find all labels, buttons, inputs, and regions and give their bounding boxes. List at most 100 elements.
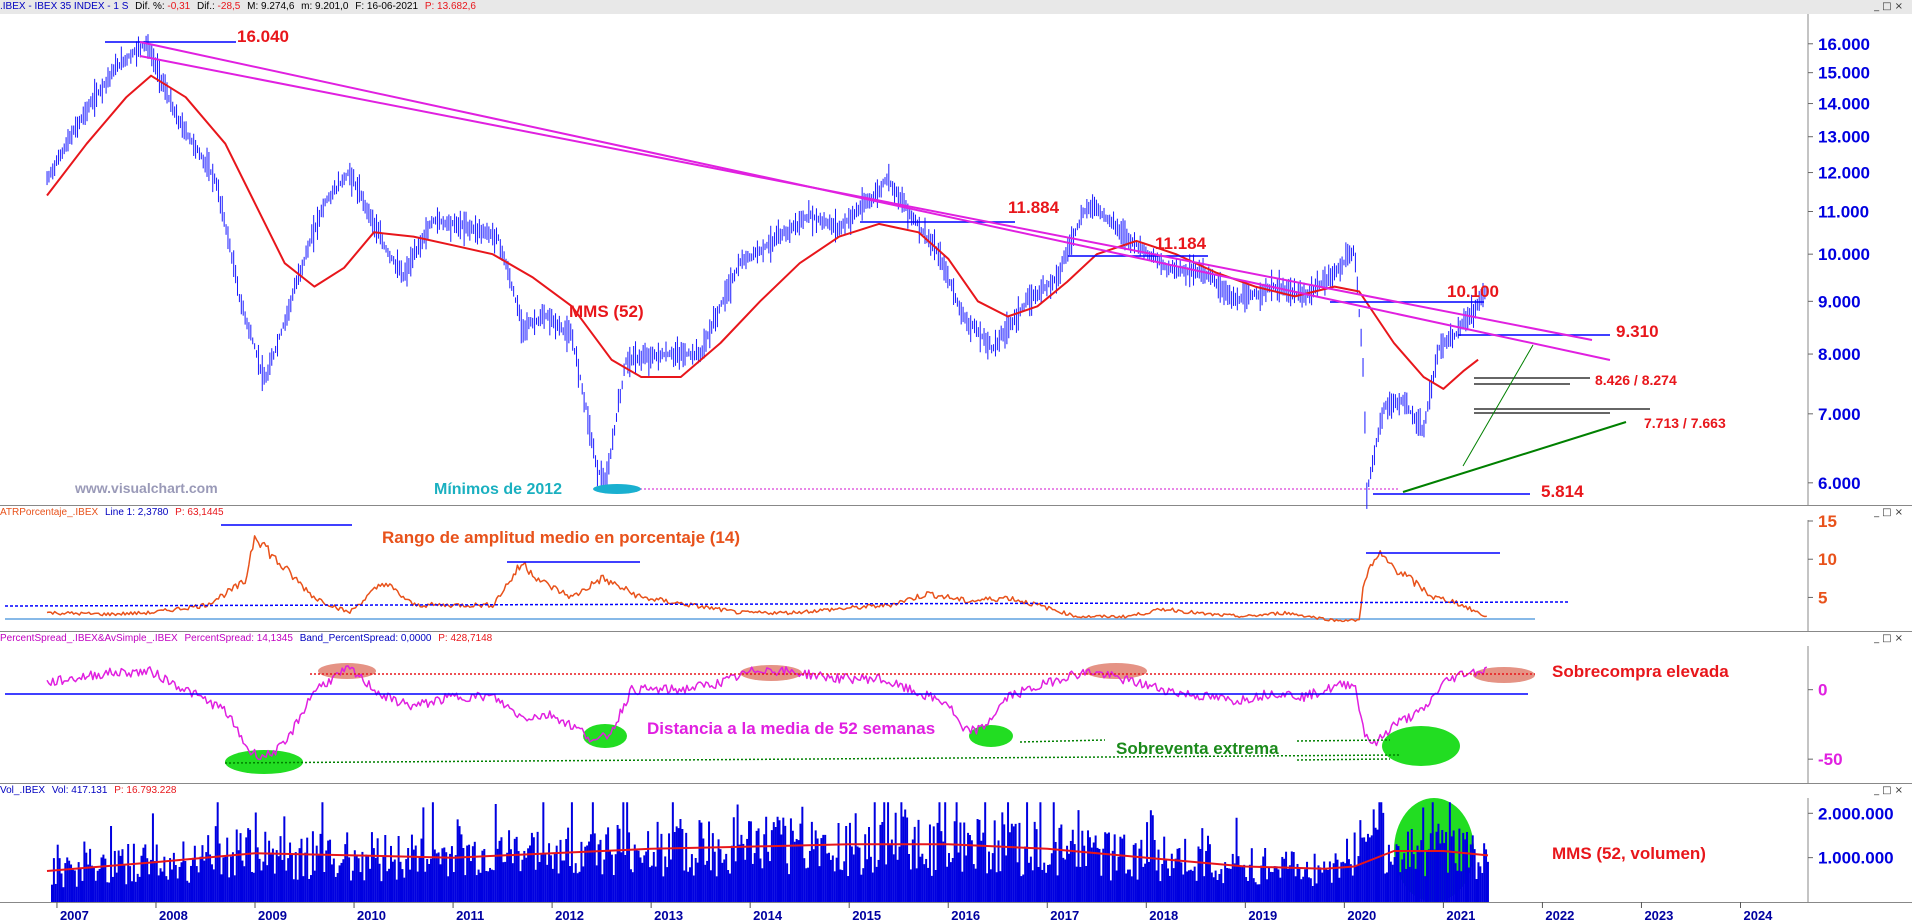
y-tick-label: 15: [1818, 512, 1837, 531]
label-min-2012: Mínimos de 2012: [434, 481, 562, 498]
overbought-zone: [740, 665, 802, 681]
label-oversold: Sobreventa extrema: [1116, 739, 1279, 758]
oversold-zone: [969, 725, 1013, 747]
y-tick-label: -50: [1818, 750, 1843, 769]
price-value: P: 13.682,6: [424, 1, 476, 12]
label-spread-title: Distancia a la media de 52 semanas: [647, 719, 935, 738]
date-value: F: 16-06-2021: [355, 1, 419, 12]
resistance-line-1: [139, 41, 1611, 361]
x-tick-label: 2017: [1050, 908, 1079, 922]
label-overbought: Sobrecompra elevada: [1552, 662, 1729, 681]
price-symbol: .IBEX - IBEX 35 INDEX - 1 S: [0, 1, 129, 12]
atr-window-controls: _□×: [1874, 506, 1906, 520]
x-tick-label: 2015: [852, 908, 881, 922]
y-tick-label: 11.000: [1818, 202, 1869, 221]
spread-price-value: P: 428,7148: [438, 633, 493, 644]
x-tick-label: 2019: [1248, 908, 1277, 922]
support-line-long: [1402, 421, 1627, 493]
spread-band-value: Band_PercentSpread: 0,0000: [299, 633, 432, 644]
oversold-pointer-3: [1296, 758, 1391, 761]
dif-pct-value: -0,31: [167, 1, 191, 12]
oversold-pointer-1: [1019, 739, 1106, 743]
y-tick-label: 9.000: [1818, 292, 1861, 311]
watermark: www.visualchart.com: [74, 480, 218, 496]
y-tick-label: 15.000: [1818, 64, 1870, 83]
close-icon[interactable]: ×: [1894, 507, 1906, 518]
oversold-zone: [225, 750, 303, 774]
x-tick-label: 2010: [357, 908, 386, 922]
maximize-icon[interactable]: □: [1882, 633, 1895, 644]
minimize-icon[interactable]: _: [1874, 785, 1883, 796]
maximize-icon[interactable]: □: [1882, 507, 1895, 518]
label-9310: 9.310: [1616, 322, 1659, 341]
volume-value: Vol: 417.131: [51, 785, 108, 796]
minimize-icon[interactable]: _: [1874, 633, 1883, 644]
atr-line: [46, 535, 1487, 623]
spread-zones: [225, 663, 1535, 774]
minimize-icon[interactable]: _: [1874, 507, 1883, 518]
label-10100: 10.100: [1447, 282, 1499, 301]
y-tick-label: 7.000: [1818, 405, 1861, 424]
label-7713-7663: 7.713 / 7.663: [1644, 415, 1726, 431]
x-tick-label: 2013: [654, 908, 683, 922]
spread-line: [46, 665, 1488, 761]
oversold-pointer-2: [1296, 739, 1391, 742]
x-tick-label: 2023: [1644, 908, 1673, 922]
volume-window-controls: _□×: [1874, 784, 1906, 798]
x-tick-label: 2007: [60, 908, 89, 922]
price-panel-header: .IBEX - IBEX 35 INDEX - 1 S Dif. %: -0,3…: [0, 0, 1912, 14]
dif-label: Dif.:: [196, 1, 215, 12]
min-2012-marker: [593, 484, 641, 494]
dif-pct-label: Dif. %:: [135, 1, 165, 12]
atr-panel-header: ATRPorcentaje_.IBEX Line 1: 2,3780 P: 63…: [0, 506, 1912, 520]
volume-y-axis: 2.000.000 1.000.000: [1808, 804, 1894, 868]
y-tick-label: 8.000: [1818, 345, 1861, 364]
spread-window-controls: _□×: [1874, 632, 1906, 646]
oversold-zone: [1382, 726, 1460, 766]
label-mms52: MMS (52): [569, 302, 644, 321]
label-11184: 11.184: [1155, 234, 1207, 253]
y-tick-label: 13.000: [1818, 128, 1870, 147]
price-window-controls: _□×: [1874, 0, 1906, 14]
overbought-zone: [1473, 667, 1535, 683]
y-tick-label: 12.000: [1818, 164, 1870, 183]
y-tick-label: 1.000.000: [1818, 849, 1894, 868]
volume-panel-header: Vol_.IBEX Vol: 417.131 P: 16.793.228 _□×: [0, 784, 1912, 798]
spread-panel-header: PercentSpread_.IBEX&AvSimple_.IBEX Perce…: [0, 632, 1912, 646]
level-lines: [4, 41, 1650, 764]
series-layer: [46, 34, 1489, 902]
close-icon[interactable]: ×: [1894, 1, 1906, 12]
x-tick-label: 2020: [1347, 908, 1376, 922]
spread-value: PercentSpread: 14,1345: [184, 633, 293, 644]
atr-name: ATRPorcentaje_.IBEX: [0, 507, 99, 518]
y-tick-label: 14.000: [1818, 95, 1870, 114]
y-tick-label: 2.000.000: [1818, 804, 1894, 823]
close-icon[interactable]: ×: [1894, 785, 1906, 796]
label-atr-title: Rango de amplitud medio en porcentaje (1…: [382, 528, 740, 547]
panel-frame: [0, 14, 1912, 903]
volume-mms-line: [46, 843, 1489, 872]
support-line-short: [1462, 344, 1534, 467]
volume-price-value: P: 16.793.228: [114, 785, 177, 796]
y-tick-label: 10: [1818, 550, 1837, 569]
x-tick-label: 2012: [555, 908, 584, 922]
price-y-axis: 16.000 15.000 14.000 13.000 12.000 11.000 10.0…: [1808, 35, 1870, 493]
volume-name: Vol_.IBEX: [0, 785, 46, 796]
x-tick-label: 2018: [1149, 908, 1178, 922]
maximize-icon[interactable]: □: [1882, 785, 1895, 796]
atr-price-value: P: 63,1445: [175, 507, 224, 518]
y-tick-label: 6.000: [1818, 474, 1861, 493]
atr-y-axis: 15 10 5: [1808, 512, 1837, 607]
y-tick-label: 16.000: [1818, 35, 1870, 54]
atr-avg-line: [4, 601, 1569, 607]
x-tick-label: 2014: [753, 908, 783, 922]
minimize-icon[interactable]: _: [1874, 1, 1883, 12]
y-tick-label: 0: [1818, 681, 1827, 700]
spread-name: PercentSpread_.IBEX&AvSimple_.IBEX: [0, 633, 178, 644]
maximize-icon[interactable]: □: [1882, 1, 1895, 12]
max-value: M: 9.274,6: [247, 1, 295, 12]
dif-value: -28,5: [217, 1, 241, 12]
close-icon[interactable]: ×: [1894, 633, 1906, 644]
